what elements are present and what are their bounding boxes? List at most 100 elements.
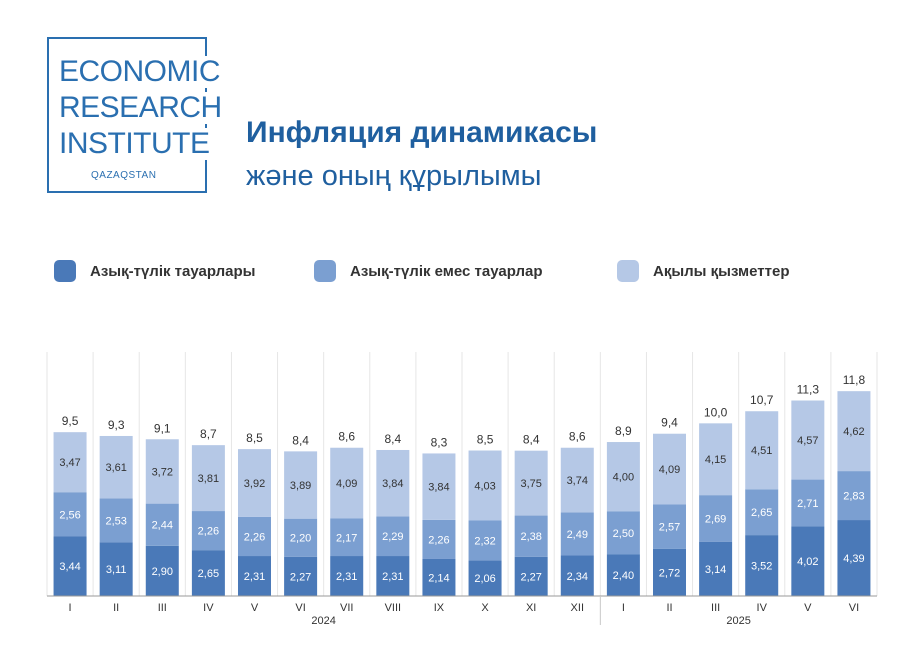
data-label: 4,00 <box>613 472 634 484</box>
bar-segment <box>514 556 548 596</box>
data-label: 4,51 <box>751 445 772 457</box>
bar-segment <box>238 449 271 517</box>
x-tick-label: VII <box>340 602 353 614</box>
x-tick-label: IV <box>203 602 214 614</box>
bar-segment <box>53 492 87 537</box>
bar-segment <box>745 489 779 536</box>
total-label: 9,3 <box>108 418 125 432</box>
bar-segment <box>653 504 686 549</box>
bar-segment <box>284 518 318 557</box>
bar-segment <box>468 560 502 596</box>
eri-logo: ECONOMIC RESEARCH INSTITUTE QAZAQSTAN <box>47 37 226 193</box>
data-label: 4,62 <box>843 426 864 438</box>
bar-segment <box>514 450 548 516</box>
x-tick-label: III <box>711 602 720 614</box>
total-label: 8,5 <box>477 433 494 447</box>
x-tick-label: I <box>69 602 72 614</box>
legend-label-services: Ақылы қызметтер <box>653 262 790 280</box>
bar-segment <box>145 503 179 546</box>
data-label: 2,06 <box>474 573 495 585</box>
data-label: 3,84 <box>428 482 449 494</box>
bar-segment <box>653 548 686 596</box>
total-label: 9,5 <box>62 414 79 428</box>
bar-segment <box>422 519 456 559</box>
data-label: 4,39 <box>843 553 864 565</box>
total-label: 9,4 <box>661 416 678 430</box>
year-label: 2025 <box>726 615 750 627</box>
bar-segment <box>653 433 686 505</box>
bar-segment <box>330 518 364 557</box>
bar-segment <box>376 556 410 596</box>
bar-segment <box>699 423 733 496</box>
total-label: 10,7 <box>750 393 774 407</box>
legend-item-services: Ақылы қызметтер <box>617 260 790 282</box>
bar-segment <box>699 541 733 596</box>
data-label: 2,57 <box>659 522 680 534</box>
logo-line-1: ECONOMIC <box>59 56 224 88</box>
data-label: 3,81 <box>198 473 219 485</box>
data-label: 2,27 <box>520 571 541 583</box>
bar-segment <box>145 545 179 596</box>
bar-segment <box>330 556 364 596</box>
data-label: 4,02 <box>797 556 818 568</box>
data-label: 2,26 <box>198 526 219 538</box>
data-label: 3,92 <box>244 478 265 490</box>
data-label: 2,83 <box>843 491 864 503</box>
data-label: 2,38 <box>520 531 541 543</box>
data-label: 3,44 <box>59 561 80 573</box>
total-label: 8,5 <box>246 431 263 445</box>
x-tick-label: V <box>251 602 259 614</box>
bar-segment <box>191 445 225 512</box>
data-label: 2,20 <box>290 533 311 545</box>
total-label: 8,4 <box>523 433 540 447</box>
data-label: 3,11 <box>106 564 127 576</box>
bar-segment <box>53 536 87 596</box>
data-label: 2,14 <box>428 572 449 584</box>
x-tick-label: I <box>622 602 625 614</box>
data-label: 2,27 <box>290 571 311 583</box>
bar-segment <box>560 447 594 513</box>
data-label: 2,31 <box>244 571 265 583</box>
data-label: 2,26 <box>244 531 265 543</box>
bar-segment <box>606 511 640 555</box>
bar-segment <box>745 535 779 596</box>
data-label: 4,57 <box>797 435 818 447</box>
bar-segment <box>99 498 133 543</box>
data-label: 2,90 <box>152 566 173 578</box>
x-tick-label: II <box>113 602 119 614</box>
page-title: Инфляция динамикасы <box>246 116 598 149</box>
data-label: 3,61 <box>105 462 126 474</box>
x-tick-label: XI <box>526 602 536 614</box>
total-label: 8,9 <box>615 424 632 438</box>
data-label: 2,65 <box>198 568 219 580</box>
data-label: 4,03 <box>474 480 495 492</box>
x-tick-label: IX <box>434 602 445 614</box>
data-label: 3,84 <box>382 478 403 490</box>
total-label: 8,4 <box>384 432 401 446</box>
legend-item-nonfood: Азық-түлік емес тауарлар <box>314 260 543 282</box>
data-label: 4,09 <box>336 478 357 490</box>
total-label: 10,0 <box>704 405 728 419</box>
data-label: 2,71 <box>797 498 818 510</box>
x-tick-label: XII <box>571 602 584 614</box>
data-label: 2,31 <box>382 571 403 583</box>
bar-segment <box>791 526 825 596</box>
bar-segment <box>191 550 225 596</box>
bar-segment <box>238 556 271 596</box>
data-label: 2,56 <box>59 509 80 521</box>
legend-swatch-nonfood <box>314 260 336 282</box>
total-label: 8,4 <box>292 433 309 447</box>
bar-segment <box>837 520 871 596</box>
x-tick-label: VIII <box>385 602 402 614</box>
bar-segment <box>514 515 548 557</box>
data-label: 2,17 <box>336 532 357 544</box>
total-label: 8,6 <box>338 430 355 444</box>
data-label: 3,75 <box>520 478 541 490</box>
legend-label-nonfood: Азық-түлік емес тауарлар <box>350 262 543 280</box>
bar-segment <box>468 450 502 521</box>
data-label: 2,32 <box>474 535 495 547</box>
total-label: 8,3 <box>431 435 448 449</box>
data-label: 2,40 <box>613 570 634 582</box>
data-label: 2,44 <box>152 520 173 532</box>
bar-segment <box>376 516 410 557</box>
